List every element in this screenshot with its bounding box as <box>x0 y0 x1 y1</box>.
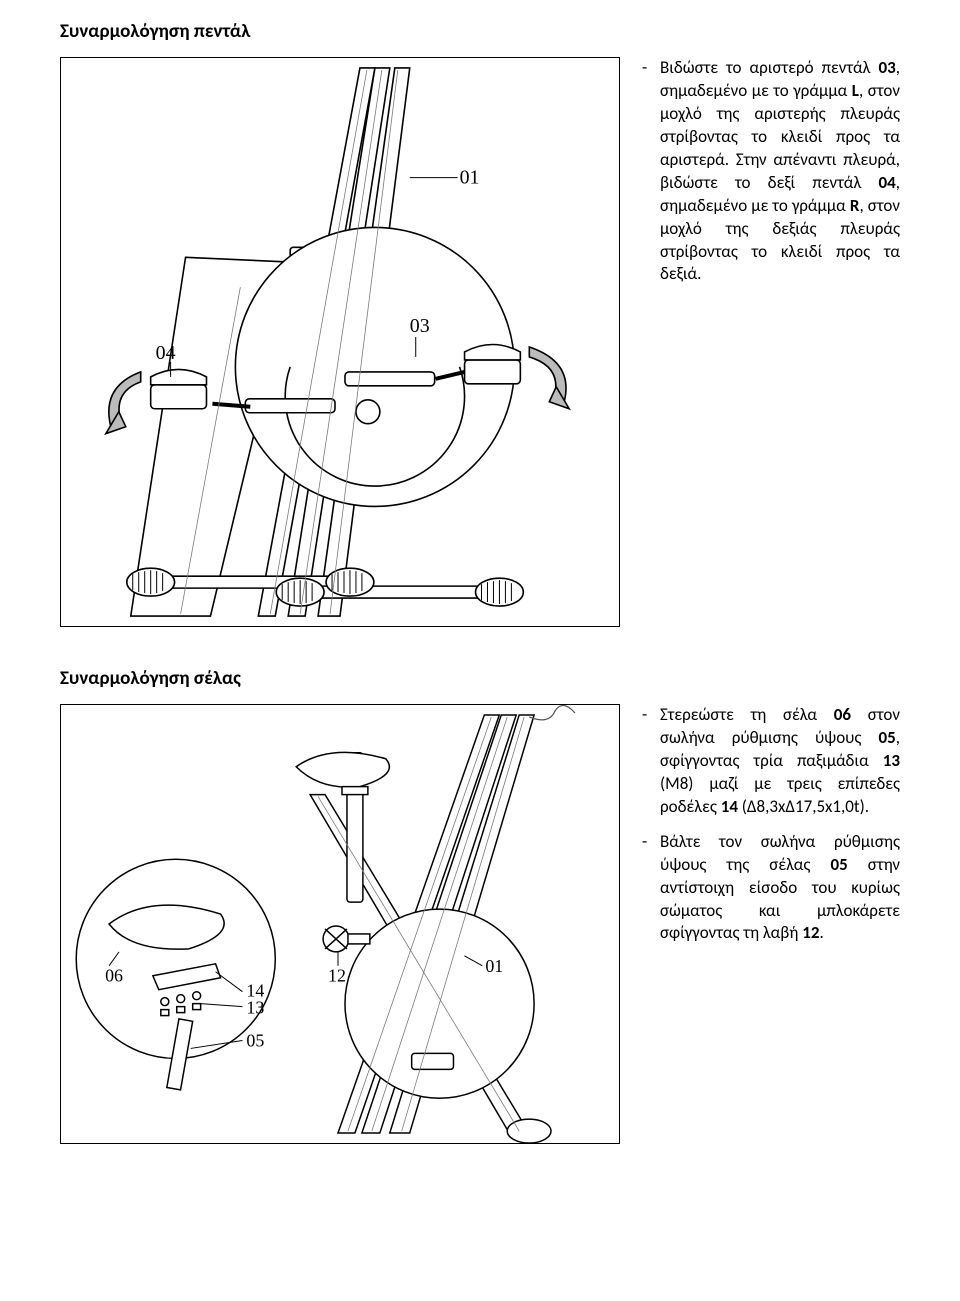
callout-12: 12 <box>328 966 346 986</box>
callout-13: 13 <box>246 998 264 1018</box>
bullet-dash: - <box>642 57 660 286</box>
bullet-dash: - <box>642 831 660 946</box>
section2-bullet-2: Βάλτε τον σωλήνα ρύθμισης ύψους της σέλα… <box>660 831 900 946</box>
section2-instructions: - Στερεώστε τη σέλα 06 στον σωλήνα ρύθμι… <box>642 704 900 957</box>
bullet-dash: - <box>642 704 660 819</box>
section1-bullet-1: Βιδώστε το αριστερό πεντάλ 03, σημαδεμέν… <box>660 57 900 286</box>
figure-pedal-assembly: 01 03 04 <box>60 57 620 627</box>
section1-instructions: - Βιδώστε το αριστερό πεντάλ 03, σημαδεμ… <box>642 57 900 298</box>
callout-04: 04 <box>156 342 176 364</box>
section1-container: 01 03 04 - Βιδώστε το αριστερό πεντάλ 03… <box>60 57 900 627</box>
figure-seat-assembly: 06 14 13 05 12 01 <box>60 704 620 1144</box>
callout-01: 01 <box>460 167 480 189</box>
section2-bullet-1: Στερεώστε τη σέλα 06 στον σωλήνα ρύθμιση… <box>660 704 900 819</box>
section2-container: 06 14 13 05 12 01 - Στερεώστε τη σέλα 06… <box>60 704 900 1144</box>
callout-05: 05 <box>246 1030 264 1050</box>
section1-heading: Συναρμολόγηση πεντάλ <box>60 20 900 43</box>
callout-03: 03 <box>410 315 430 337</box>
callout-06: 06 <box>105 966 123 986</box>
section2-heading: Συναρμολόγηση σέλας <box>60 667 900 690</box>
callout-01b: 01 <box>485 956 503 976</box>
